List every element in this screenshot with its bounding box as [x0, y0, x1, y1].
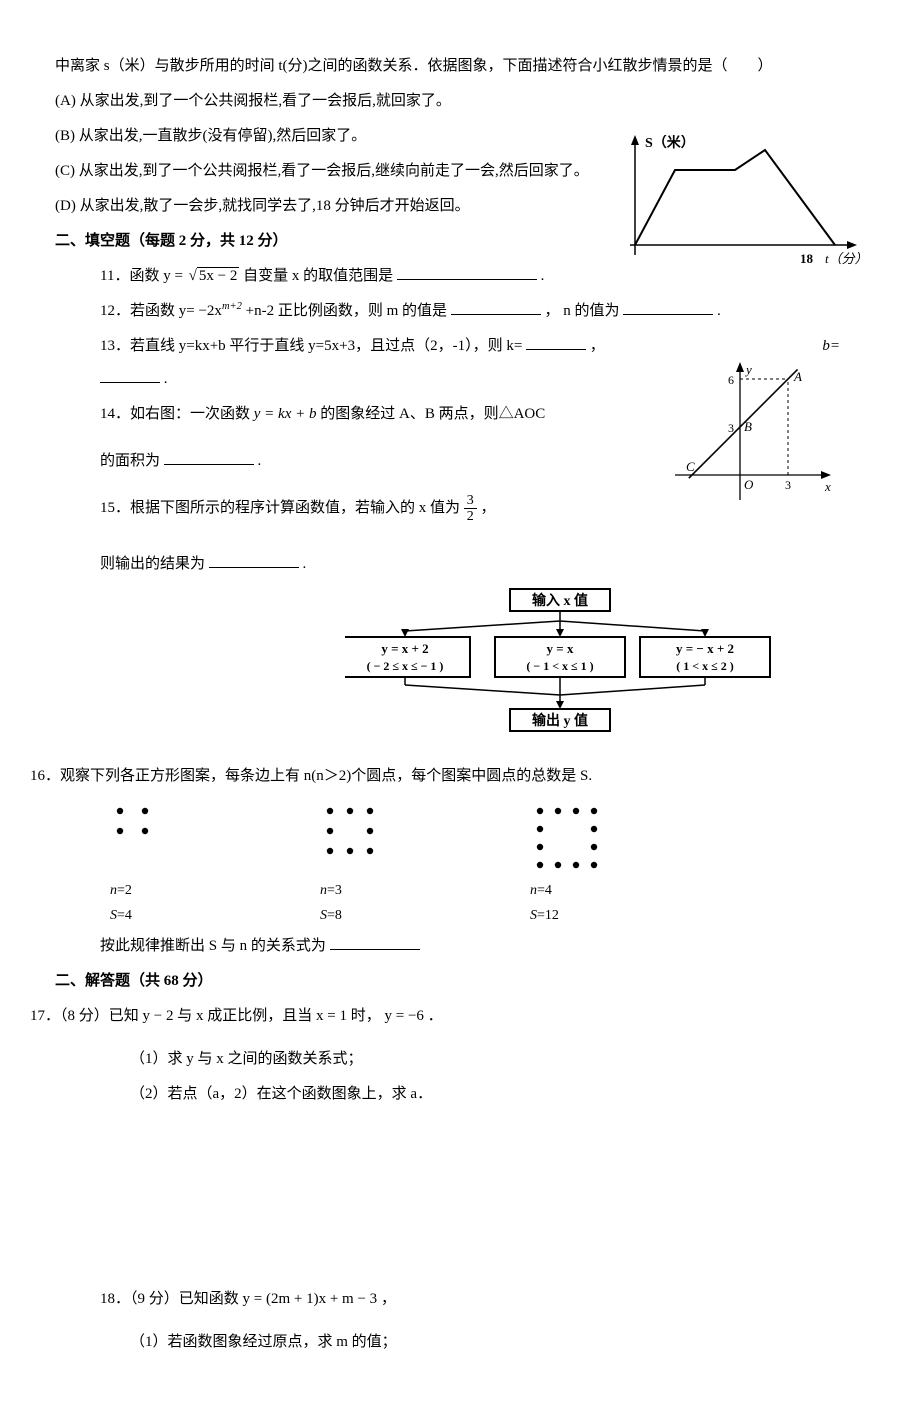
q17-end: ． [428, 1008, 443, 1024]
q17-eq2: x = 1 [316, 1008, 347, 1024]
q11-eq-lhs: y = [163, 268, 186, 284]
q11-text-b: 自变量 x 的取值范围是 [243, 268, 393, 284]
svg-text:输入 x 值: 输入 x 值 [532, 592, 588, 609]
q15-line2: 则输出的结果为 . [55, 548, 865, 581]
q17-eq1: y − 2 [143, 1008, 174, 1024]
dot-s-label: S=8 [320, 905, 440, 926]
q12-c: ， n 的值为 [544, 303, 619, 319]
q13-a: 13．若直线 y=kx+b 平行于直线 y=5x+3，且过点（2，-1），则 k… [100, 338, 522, 354]
svg-text:A: A [793, 369, 802, 384]
svg-text:3: 3 [785, 478, 791, 492]
opt-a: (A) 从家出发,到了一个公共阅报栏,看了一会报后,就回家了。 [55, 85, 865, 118]
dot-s-label: S=4 [110, 905, 230, 926]
q15-end: . [303, 556, 307, 572]
dot-pattern: n=2S=4 [110, 801, 230, 926]
q14-a: 14．如右图：一次函数 [100, 406, 254, 422]
svg-text:输出 y 值: 输出 y 值 [532, 712, 588, 729]
q13-blank-b[interactable] [100, 368, 160, 383]
q12-sup: m+2 [222, 301, 242, 312]
q14-eq: y = kx + b [254, 406, 317, 422]
q12-a: 12．若函数 [100, 303, 179, 319]
q12-eq: y= −2x [179, 303, 222, 319]
q15-num: 3 [464, 493, 477, 509]
q18-sub1: （1）若函数图象经过原点，求 m 的值； [55, 1326, 865, 1359]
q17-eq3: y = −6 [384, 1008, 423, 1024]
q11-text-a: 11．函数 [100, 268, 163, 284]
section-solve-header: 二、解答题（共 68 分） [55, 965, 865, 998]
q13-c: b= [822, 338, 840, 354]
q11: 11．函数 y = 5x − 2 自变量 x 的取值范围是 . [55, 260, 865, 293]
dot-pattern: n=4 S=12 [530, 801, 650, 926]
dot-patterns: n=2S=4n=3S=8n=4S=12 [110, 801, 865, 926]
q14-line2: 的面积为 . [55, 445, 865, 478]
q11-end: . [541, 268, 545, 284]
q15-b: ， [481, 500, 496, 516]
q11-sqrt: 5x − 2 [197, 267, 239, 284]
q11-blank[interactable] [397, 265, 537, 280]
q18-end: ， [381, 1291, 396, 1307]
q16-blank[interactable] [330, 935, 420, 950]
q18-eq: y = (2m + 1)x + m − 3 [243, 1291, 378, 1307]
q15-line1: 15．根据下图所示的程序计算函数值，若输入的 x 值为 32 ， [55, 492, 865, 525]
q17-sub2: （2）若点（a，2）在这个函数图象上，求 a． [55, 1078, 865, 1111]
q14-blank[interactable] [164, 450, 254, 465]
dot-n-label: n=2 [110, 880, 230, 901]
q17-c: 时， [351, 1008, 381, 1024]
q16-tail: 按此规律推断出 S 与 n 的关系式为 [55, 930, 865, 963]
q12: 12．若函数 y= −2xm+2 +n-2 正比例函数，则 m 的值是 ， n … [55, 295, 865, 328]
q17-a: 17．（8 分）已知 [30, 1008, 143, 1024]
q18-a: 18．（9 分）已知函数 [100, 1291, 243, 1307]
q15-blank[interactable] [209, 553, 299, 568]
q17-sub1: （1）求 y 与 x 之间的函数关系式； [55, 1043, 865, 1076]
svg-text:O: O [744, 477, 754, 492]
svg-text:y = x: y = x [547, 641, 574, 656]
q15-a: 15．根据下图所示的程序计算函数值，若输入的 x 值为 [100, 500, 464, 516]
q14-b: 的图象经过 A、B 两点，则△AOC [320, 406, 545, 422]
section-fill-header: 二、填空题（每题 2 分，共 12 分） [55, 225, 865, 258]
q17-stem: 17．（8 分）已知 y − 2 与 x 成正比例，且当 x = 1 时， y … [30, 1000, 865, 1033]
q15-den: 2 [464, 509, 477, 524]
q16-stem: 16．观察下列各正方形图案，每条边上有 n(n＞2)个圆点，每个图案中圆点的总数… [30, 760, 865, 793]
q15-c: 则输出的结果为 [100, 556, 205, 572]
q14-c: 的面积为 [100, 453, 160, 469]
q13-blank-k[interactable] [526, 335, 586, 350]
intro-stem: 中离家 s（米）与散步所用的时间 t(分)之间的函数关系．依据图象，下面描述符合… [55, 50, 865, 83]
svg-text:y: y [744, 362, 752, 377]
q14-end: . [258, 453, 262, 469]
svg-text:( − 2 ≤ x ≤ − 1 ): ( − 2 ≤ x ≤ − 1 ) [367, 659, 444, 673]
q17-b: 与 x 成正比例，且当 [177, 1008, 316, 1024]
q12-blank-m[interactable] [451, 300, 541, 315]
q14-line1: 14．如右图：一次函数 y = kx + b 的图象经过 A、B 两点，则△AO… [55, 398, 865, 431]
svg-text:S（米）: S（米） [645, 135, 695, 151]
q12-end: . [717, 303, 721, 319]
dot-n-label: n=4 [530, 880, 650, 901]
q12-blank-n[interactable] [623, 300, 713, 315]
dot-pattern: n=3S=8 [320, 801, 440, 926]
q12-b: +n-2 正比例函数，则 m 的值是 [246, 303, 447, 319]
q18-stem: 18．（9 分）已知函数 y = (2m + 1)x + m − 3 ， [55, 1283, 865, 1316]
svg-text:( − 1 < x ≤ 1 ): ( − 1 < x ≤ 1 ) [526, 659, 593, 673]
svg-text:6: 6 [728, 373, 734, 387]
svg-text:y = x + 2: y = x + 2 [381, 641, 428, 656]
flowchart: 输入 x 值 y = x + 2 ( − 2 ≤ x ≤ − 1 ) y = x ( −… [345, 587, 865, 750]
q13-b: ， [590, 338, 605, 354]
dot-n-label: n=3 [320, 880, 440, 901]
dot-s-label: S=12 [530, 905, 650, 926]
svg-text:( 1 < x ≤ 2 ): ( 1 < x ≤ 2 ) [676, 659, 733, 673]
q13-end: . [164, 371, 168, 387]
svg-text:y = − x + 2: y = − x + 2 [676, 641, 734, 656]
q16-tail-text: 按此规律推断出 S 与 n 的关系式为 [100, 938, 326, 954]
